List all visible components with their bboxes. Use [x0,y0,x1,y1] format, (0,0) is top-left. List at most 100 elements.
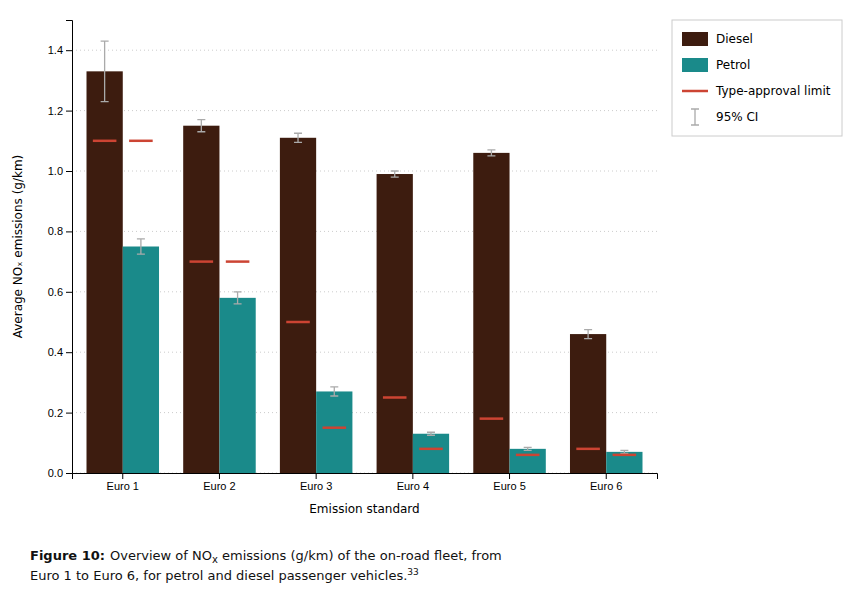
type-approval-marker [322,426,346,429]
bar [473,153,509,473]
x-axis-line [73,474,658,480]
x-tick-label: Euro 6 [590,480,622,492]
y-tick: 0.8 [48,225,72,237]
grid-line [72,50,657,51]
y-tick-mark [66,413,72,414]
x-tick-label: Euro 4 [397,480,429,492]
caption-text: Euro 1 to Euro 6, for petrol and diesel … [30,568,407,583]
grid-line [72,110,657,111]
bar [123,247,159,474]
error-bar [584,330,592,339]
x-tick-mark [122,473,123,479]
legend-label: Type-approval limit [715,84,831,98]
x-axis: Euro 1 Euro 2 Euro 3 Euro 4 Euro 5 Euro 6 [73,473,658,492]
x-tick: Euro 1 [107,473,139,492]
y-tick-label: 1.2 [48,105,63,117]
x-tick-label: Euro 1 [107,480,139,492]
error-bar [330,387,338,396]
y-tick: 0.6 [48,286,72,298]
y-tick-mark [66,352,72,353]
type-approval-marker [613,454,637,457]
bar [413,434,449,473]
type-approval-marker [419,448,443,451]
y-tick-label: 0.2 [48,407,63,419]
type-approval-marker [480,417,504,420]
caption: Figure 10:Overview of NOx emissions (g/k… [30,548,502,583]
type-approval-marker [93,140,117,143]
legend-label: Diesel [716,32,753,46]
legend-swatch [682,90,708,93]
y-tick: 1.4 [48,44,72,56]
legend-swatch [682,58,708,72]
x-tick: Euro 5 [493,473,525,492]
error-bars [137,239,628,453]
caption-text: 33 [407,567,418,577]
y-tick-mark [66,50,72,51]
bar [570,334,606,473]
y-tick: 1.0 [48,165,72,177]
caption-line: Euro 1 to Euro 6, for petrol and diesel … [30,567,419,583]
grid-line [72,291,657,292]
x-axis-title: Emission standard [309,502,419,516]
x-tick-mark [219,473,220,479]
x-tick-mark [316,473,317,479]
bar [87,71,123,473]
type-approval-markers [129,141,636,455]
x-tick-label: Euro 3 [300,480,332,492]
type-approval-markers [93,141,600,449]
y-tick-label: 0.8 [48,225,63,237]
legend-label: 95% CI [716,110,758,124]
y-tick-mark [66,171,72,172]
error-bar [234,292,242,304]
marks [87,41,643,473]
error-bar [101,41,109,101]
y-tick: 1.2 [48,105,72,117]
bar-series [87,71,607,473]
x-tick-label: Euro 5 [493,480,525,492]
legend-swatch [682,32,708,46]
type-approval-marker [576,448,600,451]
x-tick: Euro 3 [300,473,332,492]
bar [316,391,352,473]
y-axis-line [66,21,73,474]
grid [72,50,657,473]
caption-text: Figure 10: [30,548,105,563]
x-tick-mark [412,473,413,479]
error-bar [524,447,532,450]
grid-line [72,412,657,413]
legend-label: Petrol [716,58,750,72]
bar-series [123,247,643,474]
x-tick: Euro 2 [203,473,235,492]
error-bar [137,239,145,254]
bar [377,174,413,473]
y-axis: 0.0 0.2 0.4 0.6 0.8 1.0 1.2 1.4 [48,21,73,480]
type-approval-marker [190,260,214,263]
bar [219,298,255,473]
caption-text: Overview of NO [110,548,212,563]
x-tick: Euro 4 [397,473,429,492]
bar [510,449,546,473]
y-tick-label: 0.4 [48,346,63,358]
y-tick-mark [66,292,72,293]
type-approval-marker [383,396,407,399]
type-approval-marker [129,140,153,143]
x-tick-mark [606,473,607,479]
type-approval-marker [286,321,310,324]
x-tick-label: Euro 2 [203,480,235,492]
y-tick-label: 1.0 [48,165,63,177]
error-bar [391,171,399,177]
y-tick-label: 1.4 [48,44,63,56]
plot: 0.00.20.40.60.81.01.21.4Euro 1Euro 2Euro… [11,21,658,517]
x-tick-mark [509,473,510,479]
legend-swatch [691,109,699,125]
y-axis-title: Average NOₓ emissions (g/km) [11,155,25,339]
caption-line: Figure 10:Overview of NOx emissions (g/k… [30,548,502,565]
y-tick-mark [66,473,72,474]
y-tick-label: 0.6 [48,286,63,298]
error-bar [294,133,302,142]
x-tick: Euro 6 [590,473,622,492]
type-approval-marker [516,454,540,457]
error-bars [101,41,592,338]
bar [183,126,219,473]
y-tick-label: 0.0 [48,467,63,479]
